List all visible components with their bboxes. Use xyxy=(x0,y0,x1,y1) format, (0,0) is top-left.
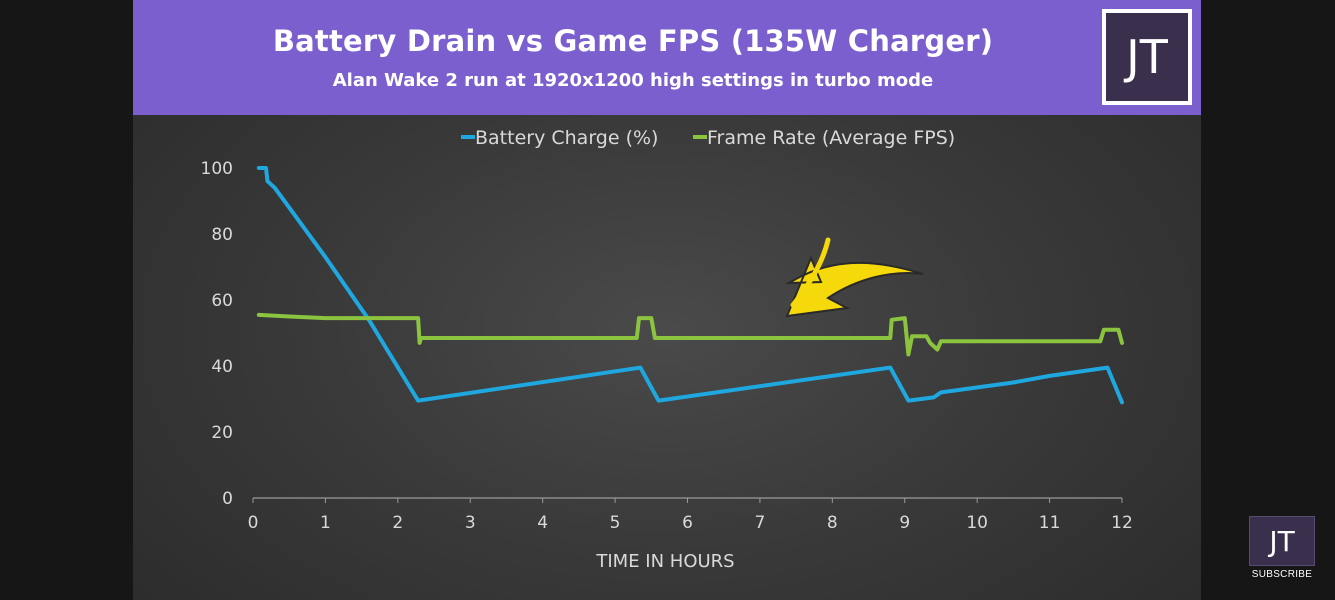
subscribe-logo: JT xyxy=(1249,516,1315,566)
annotation-layer xyxy=(785,237,924,318)
chart-subtitle: Alan Wake 2 run at 1920x1200 high settin… xyxy=(332,70,934,91)
legend-label: Battery Charge (%) xyxy=(475,127,658,149)
x-tick-label: 1 xyxy=(320,513,331,533)
x-tick-label: 4 xyxy=(537,513,548,533)
x-tick-label: 6 xyxy=(682,513,693,533)
x-tick-label: 7 xyxy=(755,513,766,533)
channel-logo: JT xyxy=(1102,9,1192,105)
chart-legend: Battery Charge (%) Frame Rate (Average FP… xyxy=(461,127,955,149)
chart-series xyxy=(256,166,1124,405)
x-tick-label: 8 xyxy=(827,513,838,533)
x-tick-label: 3 xyxy=(465,513,476,533)
x-tick-label: 11 xyxy=(1039,513,1061,533)
subscribe-watermark[interactable]: JT SUBSCRIBE xyxy=(1249,516,1315,582)
x-tick-label: 12 xyxy=(1111,513,1133,533)
legend-label: Frame Rate (Average FPS) xyxy=(707,127,955,149)
chart-title: Battery Drain vs Game FPS (135W Charger) xyxy=(272,24,994,58)
chart-area: Battery Charge (%) Frame Rate (Average FP… xyxy=(201,127,1133,572)
y-tick-label: 100 xyxy=(201,159,233,179)
y-tick-label: 60 xyxy=(211,291,233,311)
x-tick-label: 0 xyxy=(248,513,259,533)
title-banner: Battery Drain vs Game FPS (135W Charger)… xyxy=(133,0,1201,115)
arrow-shaft-curl xyxy=(790,237,831,308)
y-tick-label: 40 xyxy=(211,357,233,377)
x-tick-label: 9 xyxy=(899,513,910,533)
y-tick-label: 20 xyxy=(211,423,233,443)
y-tick-label: 80 xyxy=(211,225,233,245)
subscribe-label: SUBSCRIBE xyxy=(1251,569,1313,580)
battery-charge-line xyxy=(256,166,1124,405)
x-tick-label: 10 xyxy=(966,513,988,533)
video-frame: Battery Drain vs Game FPS (135W Charger)… xyxy=(133,0,1201,600)
y-tick-label: 0 xyxy=(222,489,233,509)
x-tick-label: 5 xyxy=(610,513,621,533)
x-tick-label: 2 xyxy=(392,513,403,533)
x-axis-title: TIME IN HOURS xyxy=(595,551,734,572)
frame-rate-line xyxy=(256,312,1124,357)
highlight-arrow-icon xyxy=(785,255,924,318)
